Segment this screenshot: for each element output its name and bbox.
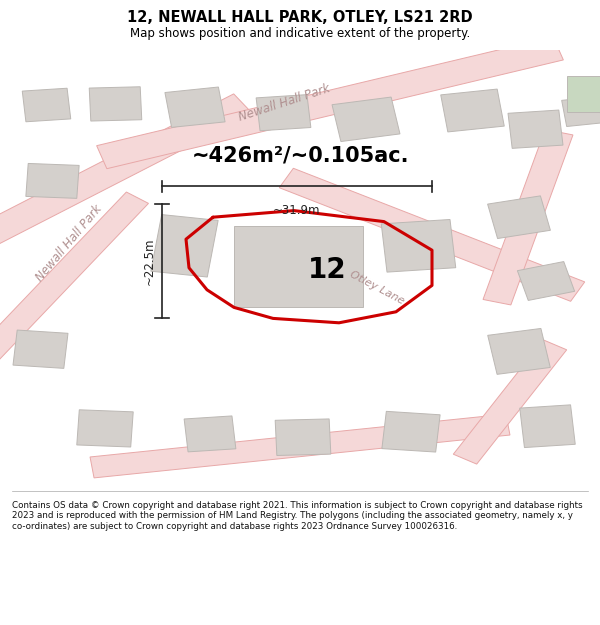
Bar — [488, 329, 550, 374]
Polygon shape — [454, 340, 566, 464]
Text: Newall Hall Park: Newall Hall Park — [237, 82, 332, 124]
Polygon shape — [90, 414, 510, 478]
Text: 12: 12 — [308, 256, 346, 284]
Bar — [488, 196, 550, 239]
Text: ~31.9m: ~31.9m — [273, 204, 321, 217]
Bar — [562, 97, 600, 126]
Bar — [441, 89, 504, 132]
Text: Newall Hall Park: Newall Hall Park — [33, 203, 104, 284]
Text: ~22.5m: ~22.5m — [142, 238, 155, 285]
Polygon shape — [0, 94, 253, 252]
Bar — [381, 219, 456, 272]
Polygon shape — [279, 168, 585, 301]
Bar — [22, 88, 71, 122]
Bar — [151, 214, 218, 277]
Bar — [184, 416, 236, 452]
Bar — [165, 87, 225, 128]
Bar — [520, 405, 575, 448]
Bar — [13, 330, 68, 368]
Text: Otley Lane: Otley Lane — [348, 269, 406, 306]
Polygon shape — [97, 37, 563, 169]
Bar — [234, 226, 363, 308]
Bar — [517, 262, 575, 301]
Bar — [382, 411, 440, 452]
Bar — [256, 94, 311, 131]
Text: Map shows position and indicative extent of the property.: Map shows position and indicative extent… — [130, 27, 470, 40]
Text: 12, NEWALL HALL PARK, OTLEY, LS21 2RD: 12, NEWALL HALL PARK, OTLEY, LS21 2RD — [127, 10, 473, 25]
Text: Contains OS data © Crown copyright and database right 2021. This information is : Contains OS data © Crown copyright and d… — [12, 501, 583, 531]
Bar — [26, 164, 79, 198]
Bar — [332, 97, 400, 141]
Polygon shape — [0, 192, 148, 366]
Bar — [567, 76, 600, 112]
Bar — [77, 410, 133, 447]
Bar — [508, 110, 563, 148]
Bar — [89, 87, 142, 121]
Polygon shape — [483, 129, 573, 305]
Text: ~426m²/~0.105ac.: ~426m²/~0.105ac. — [191, 146, 409, 166]
Bar — [275, 419, 331, 456]
